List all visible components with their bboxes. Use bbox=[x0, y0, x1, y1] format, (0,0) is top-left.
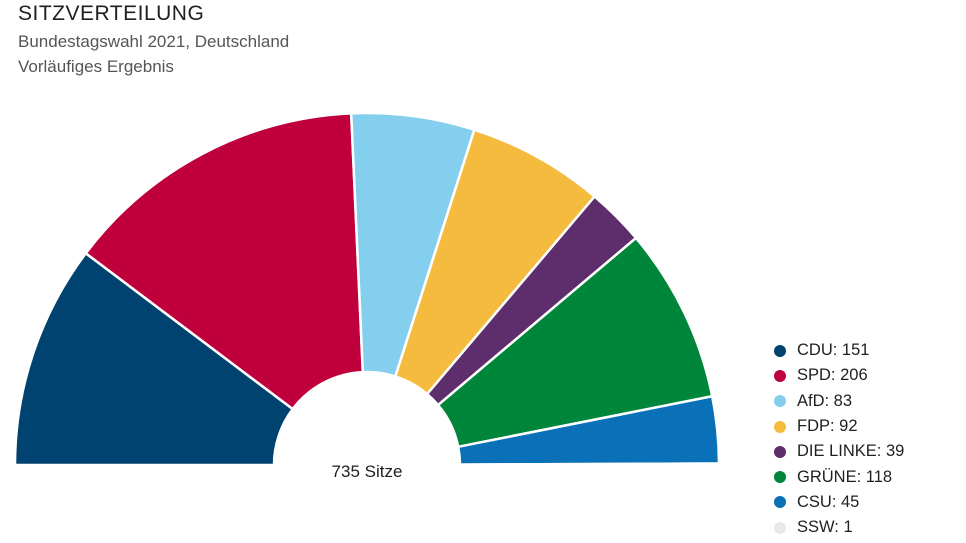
legend-label: FDP: 92 bbox=[797, 417, 858, 436]
slice-spd[interactable] bbox=[84, 112, 365, 411]
legend-item-die-linke[interactable]: DIE LINKE: 39 bbox=[774, 439, 904, 464]
legend-swatch bbox=[774, 395, 786, 408]
legend-swatch bbox=[774, 445, 786, 458]
slice-ssw[interactable] bbox=[458, 462, 721, 467]
legend-item-ssw[interactable]: SSW: 1 bbox=[774, 515, 904, 540]
legend-label: SPD: 206 bbox=[797, 366, 868, 385]
legend-swatch bbox=[774, 344, 786, 357]
legend-item-fdp[interactable]: FDP: 92 bbox=[774, 414, 904, 439]
legend-item-csu[interactable]: CSU: 45 bbox=[774, 490, 904, 515]
legend-swatch bbox=[774, 420, 786, 433]
center-label: 735 Sitze bbox=[332, 462, 403, 481]
slice-cdu[interactable] bbox=[13, 251, 295, 467]
legend-item-spd[interactable]: SPD: 206 bbox=[774, 363, 904, 388]
legend-label: CSU: 45 bbox=[797, 492, 860, 511]
legend-label: GRÜNE: 118 bbox=[797, 467, 893, 486]
legend-item-gruene[interactable]: GRÜNE: 118 bbox=[774, 464, 904, 489]
legend-item-afd[interactable]: AfD: 83 bbox=[774, 389, 904, 414]
chart-subtitle: Bundestagswahl 2021, Deutschland bbox=[18, 32, 290, 51]
chart-title: SITZVERTEILUNG bbox=[18, 2, 205, 25]
legend-label: SSW: 1 bbox=[797, 518, 853, 537]
slice-grüne[interactable] bbox=[436, 236, 714, 449]
legend-swatch bbox=[774, 496, 786, 509]
legend-label: DIE LINKE: 39 bbox=[797, 442, 905, 461]
legend-label: CDU: 151 bbox=[797, 341, 870, 360]
chart-note: Vorläufiges Ergebnis bbox=[18, 57, 174, 76]
legend-item-cdu[interactable]: CDU: 151 bbox=[774, 338, 904, 363]
legend: CDU: 151 SPD: 206 AfD: 83 FDP: 92 DIE LI… bbox=[774, 338, 904, 540]
legend-swatch bbox=[774, 521, 786, 534]
legend-swatch bbox=[774, 471, 786, 484]
legend-label: AfD: 83 bbox=[797, 391, 853, 410]
legend-swatch bbox=[774, 369, 786, 382]
